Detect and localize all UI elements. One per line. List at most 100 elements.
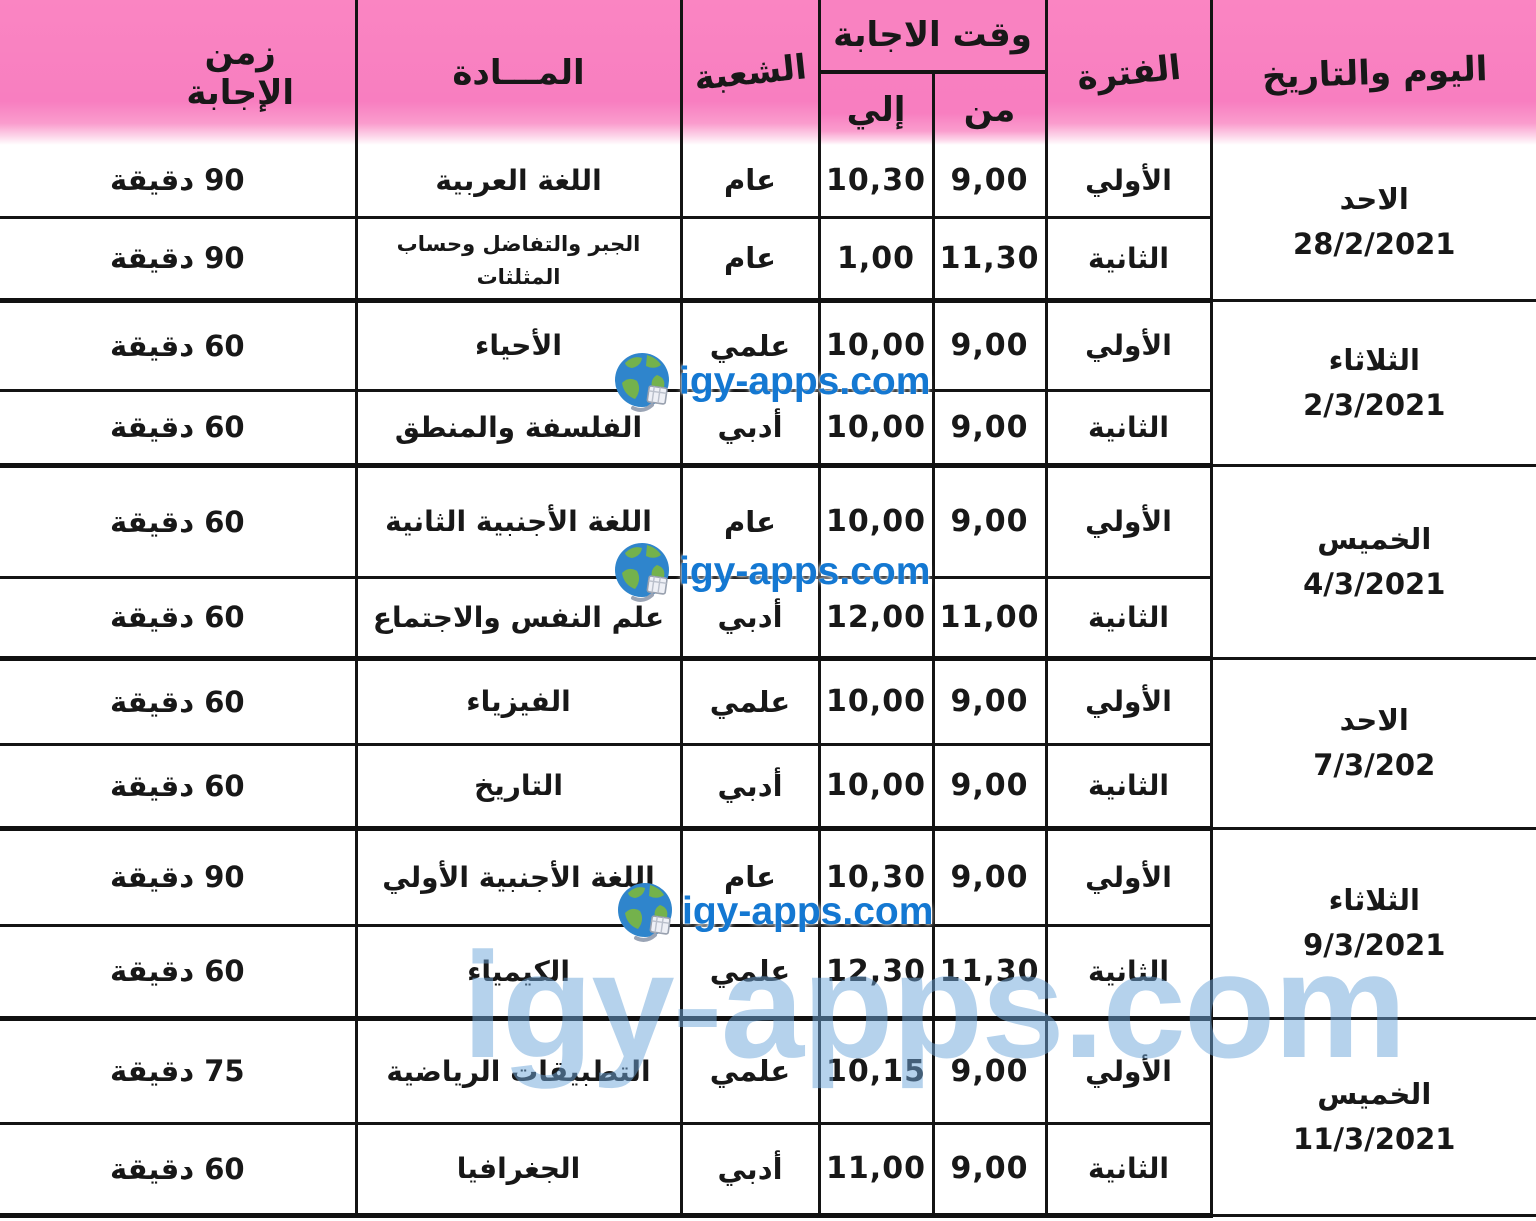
header-subject: المـــادة [354, 0, 681, 145]
header-day-date: اليوم والتاريخ [1209, 0, 1536, 145]
time-from-cell: 9,00 [931, 465, 1047, 579]
period-cell: الأولي [1044, 658, 1212, 746]
period-cell: الأولي [1044, 1018, 1212, 1125]
section-cell: عام [679, 465, 819, 579]
subject-cell: اللغة الأجنبية الأولي [354, 828, 681, 927]
header-to: إلي [817, 72, 934, 145]
day-date-cell: الاحد 7/3/202 [1209, 658, 1536, 830]
duration-cell: 60 دقيقة [0, 577, 356, 661]
header-from: من [931, 72, 1047, 145]
time-to-cell: 12,00 [817, 577, 934, 661]
time-to-cell: 10,00 [817, 300, 934, 392]
subject-cell: التاريخ [354, 744, 681, 831]
time-to-cell: 10,00 [817, 744, 934, 831]
day-name: الثلاثاء [1328, 883, 1420, 918]
subject-cell: الكيمياء [354, 925, 681, 1021]
time-from-cell: 9,00 [931, 828, 1047, 927]
subject-cell: اللغة الأجنبية الثانية [354, 465, 681, 579]
duration-cell: 90 دقيقة [0, 145, 356, 219]
section-cell: أدبي [679, 577, 819, 661]
day-date-cell: الثلاثاء 2/3/2021 [1209, 300, 1536, 467]
period-cell: الثانية [1044, 744, 1212, 831]
section-cell: علمي [679, 300, 819, 392]
day-date: 11/3/2021 [1293, 1121, 1456, 1156]
day-date: 2/3/2021 [1303, 387, 1446, 422]
day-name: الاحد [1339, 181, 1409, 216]
day-date-cell: الثلاثاء 9/3/2021 [1209, 828, 1536, 1020]
time-to-cell: 10,00 [817, 390, 934, 468]
duration-cell: 90 دقيقة [0, 828, 356, 927]
subject-cell: اللغة العربية [354, 145, 681, 219]
time-from-cell: 9,00 [931, 658, 1047, 746]
time-from-cell: 11,30 [931, 217, 1047, 303]
subject-cell: الأحياء [354, 300, 681, 392]
duration-cell: 75 دقيقة [0, 1018, 356, 1125]
duration-cell: 60 دقيقة [0, 1123, 356, 1218]
section-cell: أدبي [679, 744, 819, 831]
period-cell: الأولي [1044, 145, 1212, 219]
subject-cell: الفلسفة والمنطق [354, 390, 681, 468]
time-to-cell: 1,00 [817, 217, 934, 303]
time-from-cell: 9,00 [931, 1018, 1047, 1125]
section-cell: أدبي [679, 1123, 819, 1218]
day-name: الخميس [1317, 1076, 1432, 1111]
day-date: 7/3/202 [1313, 748, 1436, 782]
duration-cell: 60 دقيقة [0, 390, 356, 468]
day-date: 4/3/2021 [1303, 566, 1446, 601]
period-cell: الثانية [1044, 925, 1212, 1021]
time-from-cell: 9,00 [931, 744, 1047, 831]
header-answer-time: وقت الاجابة [817, 0, 1047, 74]
time-to-cell: 11,00 [817, 1123, 934, 1218]
header-period: الفترة [1044, 0, 1212, 145]
section-cell: عام [679, 145, 819, 219]
time-to-cell: 10,15 [817, 1018, 934, 1125]
period-cell: الأولي [1044, 300, 1212, 392]
section-cell: علمي [679, 1018, 819, 1125]
subject-cell: الفيزياء [354, 658, 681, 746]
section-cell: أدبي [679, 390, 819, 468]
subject-cell: التطبيقات الرياضية [354, 1018, 681, 1125]
subject-cell: علم النفس والاجتماع [354, 577, 681, 661]
day-date-cell: الخميس 11/3/2021 [1209, 1018, 1536, 1217]
period-cell: الأولي [1044, 828, 1212, 927]
section-cell: علمي [679, 658, 819, 746]
time-from-cell: 9,00 [931, 145, 1047, 219]
period-cell: الأولي [1044, 465, 1212, 579]
time-from-cell: 11,00 [931, 577, 1047, 661]
subject-cell: الجبر والتفاضل وحساب المثلثات [354, 217, 681, 303]
duration-cell: 60 دقيقة [0, 925, 356, 1021]
period-cell: الثانية [1044, 577, 1212, 661]
day-date: 28/2/2021 [1293, 226, 1456, 261]
period-cell: الثانية [1044, 390, 1212, 468]
section-cell: علمي [679, 925, 819, 1021]
section-cell: عام [679, 828, 819, 927]
time-from-cell: 9,00 [931, 390, 1047, 468]
day-name: الاحد [1339, 703, 1409, 738]
time-from-cell: 11,30 [931, 925, 1047, 1021]
day-name: الثلاثاء [1328, 342, 1420, 377]
subject-cell: الجغرافيا [354, 1123, 681, 1218]
day-date-cell: الاحد 28/2/2021 [1209, 145, 1536, 302]
header-section: الشعبة [679, 0, 819, 145]
section-cell: عام [679, 217, 819, 303]
time-to-cell: 10,00 [817, 658, 934, 746]
time-from-cell: 9,00 [931, 300, 1047, 392]
period-cell: الثانية [1044, 1123, 1212, 1218]
day-date-cell: الخميس 4/3/2021 [1209, 465, 1536, 660]
time-to-cell: 10,30 [817, 828, 934, 927]
period-cell: الثانية [1044, 217, 1212, 303]
day-date: 9/3/2021 [1303, 928, 1446, 962]
time-to-cell: 10,00 [817, 465, 934, 579]
duration-cell: 90 دقيقة [0, 217, 356, 303]
day-name: الخميس [1317, 521, 1432, 556]
header-duration: زمن الإجابة [0, 0, 356, 145]
time-to-cell: 10,30 [817, 145, 934, 219]
duration-cell: 60 دقيقة [0, 465, 356, 579]
time-to-cell: 12,30 [817, 925, 934, 1021]
duration-cell: 60 دقيقة [0, 658, 356, 746]
duration-cell: 60 دقيقة [0, 744, 356, 831]
duration-cell: 60 دقيقة [0, 300, 356, 392]
time-from-cell: 9,00 [931, 1123, 1047, 1218]
